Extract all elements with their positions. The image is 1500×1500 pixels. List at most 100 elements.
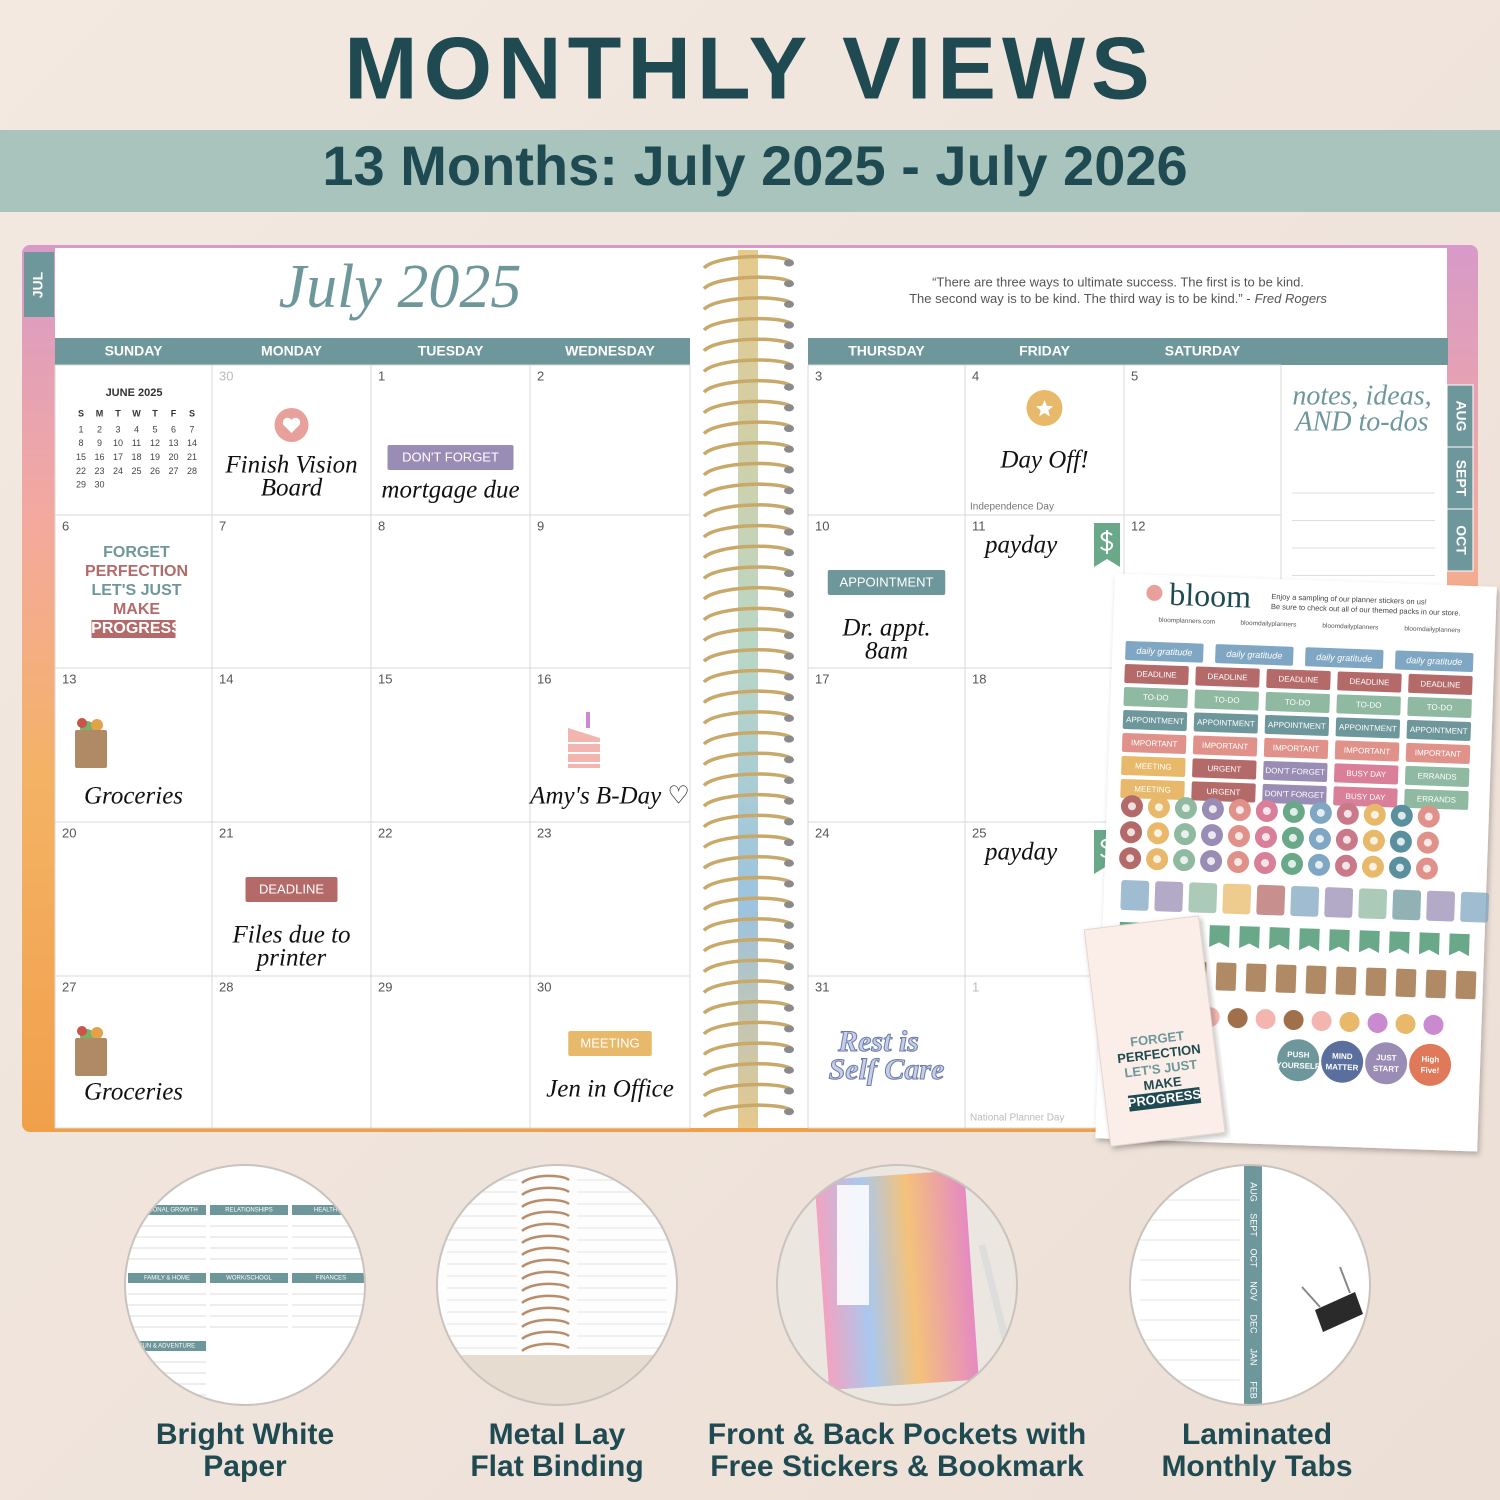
mini-weekday: S	[189, 408, 195, 418]
tab-label: AUG	[1249, 1182, 1259, 1202]
icon-dot-glyph	[1396, 837, 1405, 846]
mini-day: 7	[189, 424, 194, 434]
sheet-sticker	[1192, 735, 1258, 757]
spiral-coil	[702, 565, 794, 580]
month-tab-label: JUL	[30, 271, 46, 298]
icon-dot-glyph	[1207, 831, 1216, 840]
icon-dot-glyph	[1343, 809, 1352, 818]
sheet-sticker-label: DON'T FORGET	[1265, 766, 1325, 777]
sheet-sticker-label: DEADLINE	[1349, 677, 1389, 687]
category-label: PERSONAL GROWTH	[136, 1208, 197, 1214]
icon-dot-glyph	[1288, 833, 1297, 842]
coil-hole	[784, 611, 794, 619]
coil-hole	[784, 1087, 794, 1095]
handwritten-note: payday	[983, 839, 1058, 866]
mini-sticker	[1154, 881, 1184, 912]
sheet-sticker-label: ERRANDS	[1417, 771, 1456, 781]
sheet-sticker	[1194, 689, 1259, 711]
round-sticker-label: Five!	[1420, 1066, 1439, 1076]
tab-label: FEB	[1249, 1381, 1259, 1399]
mini-day: 30	[94, 480, 104, 490]
sheet-sticker	[1121, 755, 1186, 778]
sheet-sticker	[1125, 641, 1204, 663]
notes-title: AND to-dos	[1294, 406, 1429, 437]
cake-candle	[586, 712, 590, 728]
coil-hole	[784, 777, 794, 784]
weekday-label: SUNDAY	[105, 343, 163, 359]
spiral-coil	[702, 813, 794, 829]
handwritten-note: Finish Vision	[224, 452, 357, 479]
icon-dot-glyph	[1154, 803, 1163, 812]
icon-dot-glyph	[1369, 836, 1378, 845]
icon-dot-glyph	[1397, 811, 1406, 820]
mini-day: 22	[76, 466, 86, 476]
sheet-sticker-label: IMPORTANT	[1415, 748, 1462, 759]
sheet-sticker-label: TO-DO	[1356, 700, 1382, 710]
sticker	[245, 877, 338, 902]
icon-dot-glyph	[1207, 857, 1216, 866]
icon-dot-glyph	[1261, 858, 1270, 867]
side-tab	[1446, 446, 1474, 510]
day-number: 28	[219, 979, 233, 994]
mini-weekday: F	[171, 408, 177, 418]
feature-caption: Bright White	[156, 1418, 334, 1451]
mini-weekday: T	[115, 408, 121, 418]
art-banner	[91, 620, 176, 638]
coil-hole	[784, 507, 794, 515]
mini-day: 12	[150, 438, 160, 448]
spiral-coil	[521, 1342, 570, 1353]
icon-dot-glyph	[1234, 858, 1243, 867]
sheet-sticker-label: APPOINTMENT	[1268, 720, 1326, 731]
spiral-coil	[702, 917, 794, 932]
mini-sticker	[1324, 887, 1354, 918]
round-sticker	[1409, 1043, 1452, 1086]
sheet-sticker	[1334, 740, 1400, 762]
mini-sticker	[1256, 884, 1286, 916]
spiral-coil	[702, 772, 794, 787]
produce	[77, 1026, 87, 1036]
spiral-coil	[702, 834, 794, 849]
sheet-sticker-label: IMPORTANT	[1273, 743, 1320, 754]
day-number: 13	[62, 671, 76, 686]
spiral-coil	[521, 1222, 570, 1233]
day-number: 20	[62, 825, 76, 840]
category-header	[128, 1273, 206, 1283]
spiral-coil	[702, 523, 794, 539]
spiral-coil	[702, 585, 794, 601]
sheet-sticker-label: APPOINTMENT	[1339, 723, 1397, 734]
mini-day: 3	[115, 424, 120, 434]
coil-hole	[784, 818, 794, 826]
spiral-coil	[702, 503, 794, 518]
month-title: July 2025	[279, 253, 522, 321]
spiral-coil	[521, 1270, 570, 1281]
feature-photo: AUG SEPT OCT NOV DEC JAN FEB	[1130, 1165, 1370, 1405]
round-sticker-label: High	[1421, 1055, 1439, 1065]
sheet-sticker	[1404, 765, 1470, 787]
sheet-sticker-label: DEADLINE	[1207, 672, 1247, 682]
spiral-coil	[702, 316, 794, 332]
sheet-sticker	[1404, 788, 1469, 810]
day-number: 8	[378, 518, 385, 533]
mini-day: 23	[94, 466, 104, 476]
cake-slice	[568, 728, 600, 768]
icon-dot-glyph	[1127, 802, 1136, 811]
coil-hole	[784, 321, 794, 329]
mini-day: 1	[78, 424, 83, 434]
sticker-label: MEETING	[580, 1035, 639, 1050]
mini-day: 16	[94, 452, 104, 462]
coil-hole	[784, 445, 794, 453]
art-text: MAKE	[113, 601, 160, 618]
coil-hole	[784, 425, 794, 433]
binder-handle	[1301, 1266, 1351, 1308]
mini-day: 15	[76, 452, 86, 462]
sheet-sticker	[1394, 650, 1474, 673]
spiral-coil	[521, 1282, 570, 1293]
grocery-sticker	[1245, 963, 1267, 992]
sticker-label: DON'T FORGET	[402, 449, 499, 464]
coil-hole	[784, 735, 794, 743]
feature-caption: Paper	[203, 1450, 287, 1483]
brand-name: bloom	[1169, 576, 1252, 615]
day-number: 7	[219, 518, 226, 533]
